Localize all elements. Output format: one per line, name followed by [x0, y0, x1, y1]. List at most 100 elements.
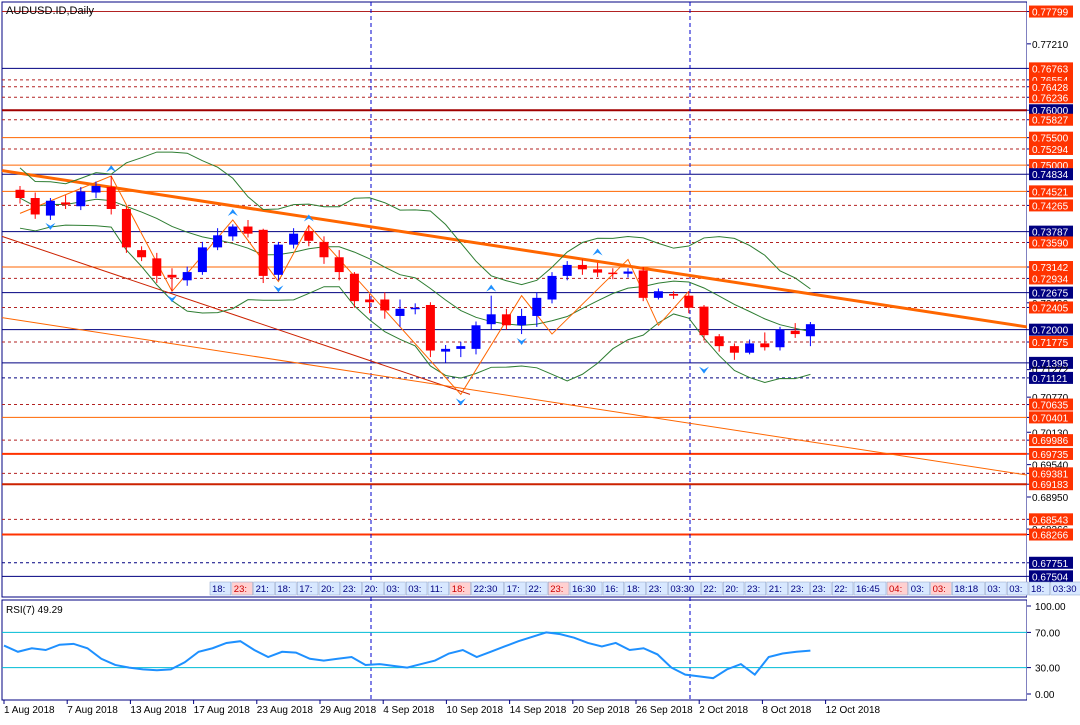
candle-body — [699, 306, 709, 336]
candle-body — [471, 325, 481, 349]
candle-body — [577, 264, 587, 270]
fractal-up-arrow — [592, 248, 603, 256]
fractal-up-arrow — [227, 208, 238, 216]
candle-body — [501, 314, 511, 326]
price-label: 0.73590 — [1032, 238, 1069, 249]
period-label: 03: — [1009, 584, 1022, 595]
price-label: 0.72934 — [1032, 274, 1069, 285]
trendline-upper — [1, 169, 1028, 329]
date-label: 20 Sep 2018 — [573, 705, 630, 716]
period-label-box — [646, 581, 668, 596]
date-label: 12 Oct 2018 — [826, 705, 881, 716]
period-label: 03: — [911, 584, 924, 595]
price-label: 0.74834 — [1032, 170, 1069, 181]
candle-body — [76, 191, 86, 207]
period-label: 23: — [747, 584, 760, 595]
fractal-up-arrow — [303, 214, 314, 222]
price-label: 0.69540 — [1032, 461, 1069, 472]
period-label-box — [624, 581, 646, 596]
date-label: 8 Oct 2018 — [762, 705, 811, 716]
period-label: 22:30 — [474, 584, 498, 595]
price-label-box — [1029, 131, 1073, 144]
candle-body — [213, 235, 223, 248]
price-label: 0.75000 — [1032, 161, 1069, 172]
trendline-lower-steep — [1, 235, 471, 395]
period-label: 20: — [321, 584, 334, 595]
fractal-down-arrow — [45, 222, 56, 230]
candle-body — [805, 324, 815, 337]
date-label: 26 Sep 2018 — [636, 705, 693, 716]
candle-body — [729, 346, 739, 353]
price-label-box — [1029, 467, 1073, 480]
price-label: 0.70401 — [1032, 413, 1069, 424]
period-label-box — [384, 581, 406, 596]
period-label: 23: — [791, 584, 804, 595]
price-label: 0.71775 — [1032, 338, 1069, 349]
period-label: 03: — [933, 584, 946, 595]
period-label-box — [952, 581, 985, 596]
period-label: 21: — [769, 584, 782, 595]
candle-body — [486, 314, 496, 325]
period-label-box — [275, 581, 297, 596]
date-label: 29 Aug 2018 — [320, 705, 377, 716]
price-label: 0.71272 — [1032, 366, 1069, 377]
period-label: 21: — [256, 584, 269, 595]
rsi-tick-label: 0.00 — [1035, 690, 1055, 701]
price-label-box — [1029, 5, 1073, 18]
period-label-box — [985, 581, 1007, 596]
price-label: 0.72675 — [1032, 289, 1069, 300]
price-label-box — [1029, 434, 1073, 447]
period-label-box — [547, 581, 570, 596]
candle-body — [517, 315, 527, 326]
price-label-box — [1029, 371, 1073, 384]
price-label-box — [1029, 142, 1073, 155]
date-label: 10 Sep 2018 — [446, 705, 503, 716]
candle-body — [273, 244, 283, 275]
period-label: 11: — [430, 584, 443, 595]
candle-body — [334, 257, 344, 273]
candle-body — [182, 272, 192, 281]
period-label-box — [253, 581, 275, 596]
price-label-box — [1029, 62, 1073, 75]
period-label-box — [853, 581, 887, 596]
bollinger-middle — [19, 197, 811, 333]
period-label-box — [427, 581, 450, 596]
rsi-tick-label: 70.00 — [1035, 628, 1060, 639]
period-label-box — [231, 581, 253, 596]
price-label: 0.69183 — [1032, 480, 1069, 491]
price-label-box — [1029, 398, 1073, 411]
period-label-box — [362, 581, 384, 596]
price-label: 0.76236 — [1032, 93, 1069, 104]
period-label: 03: — [408, 584, 421, 595]
fractal-up-arrow — [106, 165, 117, 173]
period-label-box — [908, 581, 930, 596]
price-label-box — [1029, 447, 1073, 460]
period-label: 22: — [703, 584, 716, 595]
price-label-box — [1029, 159, 1073, 172]
candle-body — [608, 272, 618, 275]
date-label: 13 Aug 2018 — [130, 705, 187, 716]
price-label: 0.75827 — [1032, 116, 1069, 127]
price-label: 0.76428 — [1032, 83, 1069, 94]
period-label-box — [722, 581, 745, 596]
candle-body — [167, 274, 177, 278]
price-label-box — [1029, 570, 1073, 583]
date-label: 1 Aug 2018 — [4, 705, 55, 716]
period-label: 23: — [649, 584, 662, 595]
candle-body — [258, 229, 268, 276]
price-label-box — [1029, 199, 1073, 212]
period-label-box — [340, 581, 362, 596]
period-label-box — [405, 581, 428, 596]
period-label: 16: — [605, 584, 618, 595]
period-label-box — [788, 581, 810, 596]
bollinger-upper — [19, 151, 811, 290]
period-label-box — [471, 581, 504, 596]
price-label-box — [1029, 272, 1073, 285]
price-label-box — [1029, 301, 1073, 314]
price-label-box — [1029, 113, 1073, 126]
price-label: 0.69986 — [1032, 436, 1069, 447]
period-label: 03: — [386, 584, 399, 595]
price-label: 0.70130 — [1032, 428, 1069, 439]
period-label: 04: — [889, 584, 902, 595]
